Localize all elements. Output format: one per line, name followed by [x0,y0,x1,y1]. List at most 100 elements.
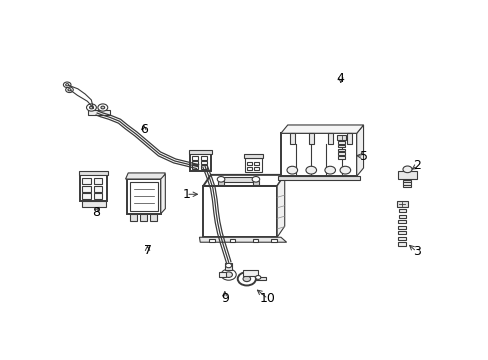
Circle shape [65,84,68,86]
Bar [127,179,161,214]
Bar [252,239,258,242]
Bar [256,277,265,280]
Bar [94,193,102,199]
Bar [224,263,232,270]
Bar [130,182,158,211]
Bar [150,214,157,221]
Text: 3: 3 [412,245,420,258]
Bar [208,239,214,242]
Polygon shape [199,237,286,242]
Bar [397,237,406,240]
Bar [253,162,258,166]
Bar [82,179,90,184]
Circle shape [89,106,93,109]
Bar [309,133,313,144]
Circle shape [255,275,260,279]
Bar [253,167,258,170]
Bar [82,193,90,199]
Circle shape [65,87,73,93]
Bar [81,201,105,207]
Bar [246,162,251,166]
Bar [219,273,225,277]
Circle shape [324,166,335,174]
Bar [337,141,345,144]
Bar [280,133,356,176]
Circle shape [252,176,259,182]
Polygon shape [161,174,165,214]
Bar [397,242,406,246]
Circle shape [225,263,231,268]
Text: 2: 2 [412,159,421,172]
Circle shape [402,166,411,173]
Circle shape [305,166,316,174]
Text: 1: 1 [182,188,190,201]
Circle shape [237,272,255,285]
Bar [192,156,198,159]
Bar [229,239,235,242]
Circle shape [224,272,232,278]
Bar [336,135,346,140]
Circle shape [286,166,297,174]
Bar [337,152,345,155]
Bar [398,171,416,179]
Bar [222,177,258,183]
Bar [290,133,294,144]
Bar [398,209,405,212]
Polygon shape [277,175,284,237]
Bar [402,180,410,182]
Bar [337,156,345,159]
Circle shape [339,166,350,174]
Bar [87,110,110,115]
Bar [140,214,147,221]
Bar [244,158,262,172]
Bar [201,156,206,159]
Polygon shape [280,125,363,133]
Bar [94,179,102,184]
Text: 4: 4 [336,72,344,85]
Polygon shape [203,175,284,186]
Text: 5: 5 [359,150,367,163]
Circle shape [101,106,104,109]
Bar [398,215,405,218]
Bar [79,171,108,175]
Bar [252,181,259,185]
Bar [337,145,345,148]
Text: 10: 10 [260,292,275,305]
Bar [243,270,258,276]
Bar [246,167,251,170]
Circle shape [243,276,250,282]
Bar [201,166,206,169]
Bar [327,133,332,144]
Bar [396,201,407,207]
Bar [402,185,410,187]
Bar [201,161,206,164]
Bar [188,150,211,154]
Bar [402,183,410,185]
Bar [277,176,359,180]
Polygon shape [125,173,165,179]
Bar [346,133,351,144]
Bar [82,186,90,192]
Circle shape [221,269,236,280]
Circle shape [68,89,71,91]
Bar [337,149,345,151]
Bar [397,231,406,234]
Text: 7: 7 [143,244,151,257]
Circle shape [217,176,224,182]
Text: 8: 8 [92,206,100,219]
Bar [192,166,198,169]
Bar [192,161,198,164]
Bar [94,186,102,192]
Bar [217,181,224,185]
Bar [189,154,210,171]
Text: 6: 6 [140,123,147,136]
Bar [398,226,405,229]
Circle shape [98,104,107,111]
Bar [80,175,107,201]
Bar [244,154,262,158]
Circle shape [63,82,71,87]
Bar [271,239,277,242]
Bar [398,220,405,223]
Bar [130,214,137,221]
Text: 9: 9 [221,292,228,305]
